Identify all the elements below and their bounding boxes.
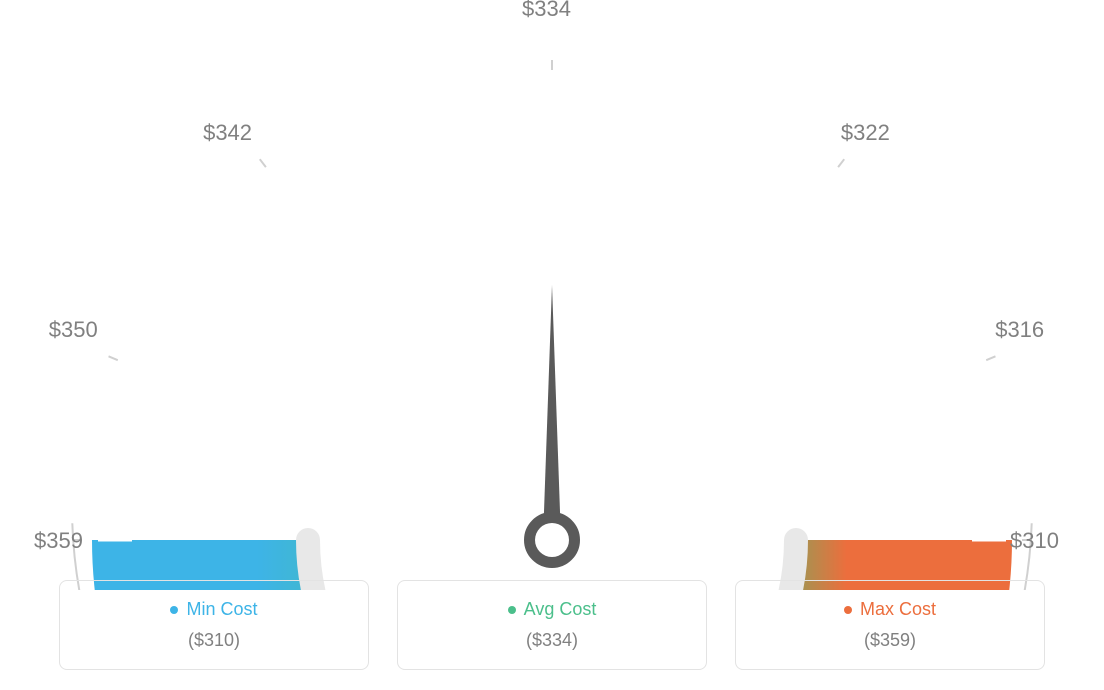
gauge-tick-label: $359 — [34, 528, 83, 554]
legend-text-max: Max Cost — [860, 599, 936, 620]
legend-card-max: Max Cost ($359) — [735, 580, 1045, 670]
legend-card-avg: Avg Cost ($334) — [397, 580, 707, 670]
legend-dot-avg — [508, 606, 516, 614]
legend-row: Min Cost ($310) Avg Cost ($334) Max Cost… — [0, 580, 1104, 670]
legend-value-max: ($359) — [736, 630, 1044, 651]
gauge-tick-label: $316 — [995, 317, 1044, 343]
legend-dot-min — [170, 606, 178, 614]
gauge-tick-label: $342 — [203, 120, 252, 146]
gauge-svg — [0, 30, 1104, 590]
legend-text-avg: Avg Cost — [524, 599, 597, 620]
legend-text-min: Min Cost — [186, 599, 257, 620]
legend-value-min: ($310) — [60, 630, 368, 651]
legend-dot-max — [844, 606, 852, 614]
gauge-tick-label: $322 — [841, 120, 890, 146]
gauge-chart: $310 $316 $322 $334 $342 $350 $359 — [0, 0, 1104, 560]
gauge-tick-label: $334 — [522, 0, 571, 22]
gauge-tick-label: $350 — [49, 317, 98, 343]
legend-card-min: Min Cost ($310) — [59, 580, 369, 670]
legend-label-avg: Avg Cost — [508, 599, 597, 620]
gauge-tick-label: $310 — [1010, 528, 1059, 554]
legend-value-avg: ($334) — [398, 630, 706, 651]
legend-label-max: Max Cost — [844, 599, 936, 620]
legend-label-min: Min Cost — [170, 599, 257, 620]
